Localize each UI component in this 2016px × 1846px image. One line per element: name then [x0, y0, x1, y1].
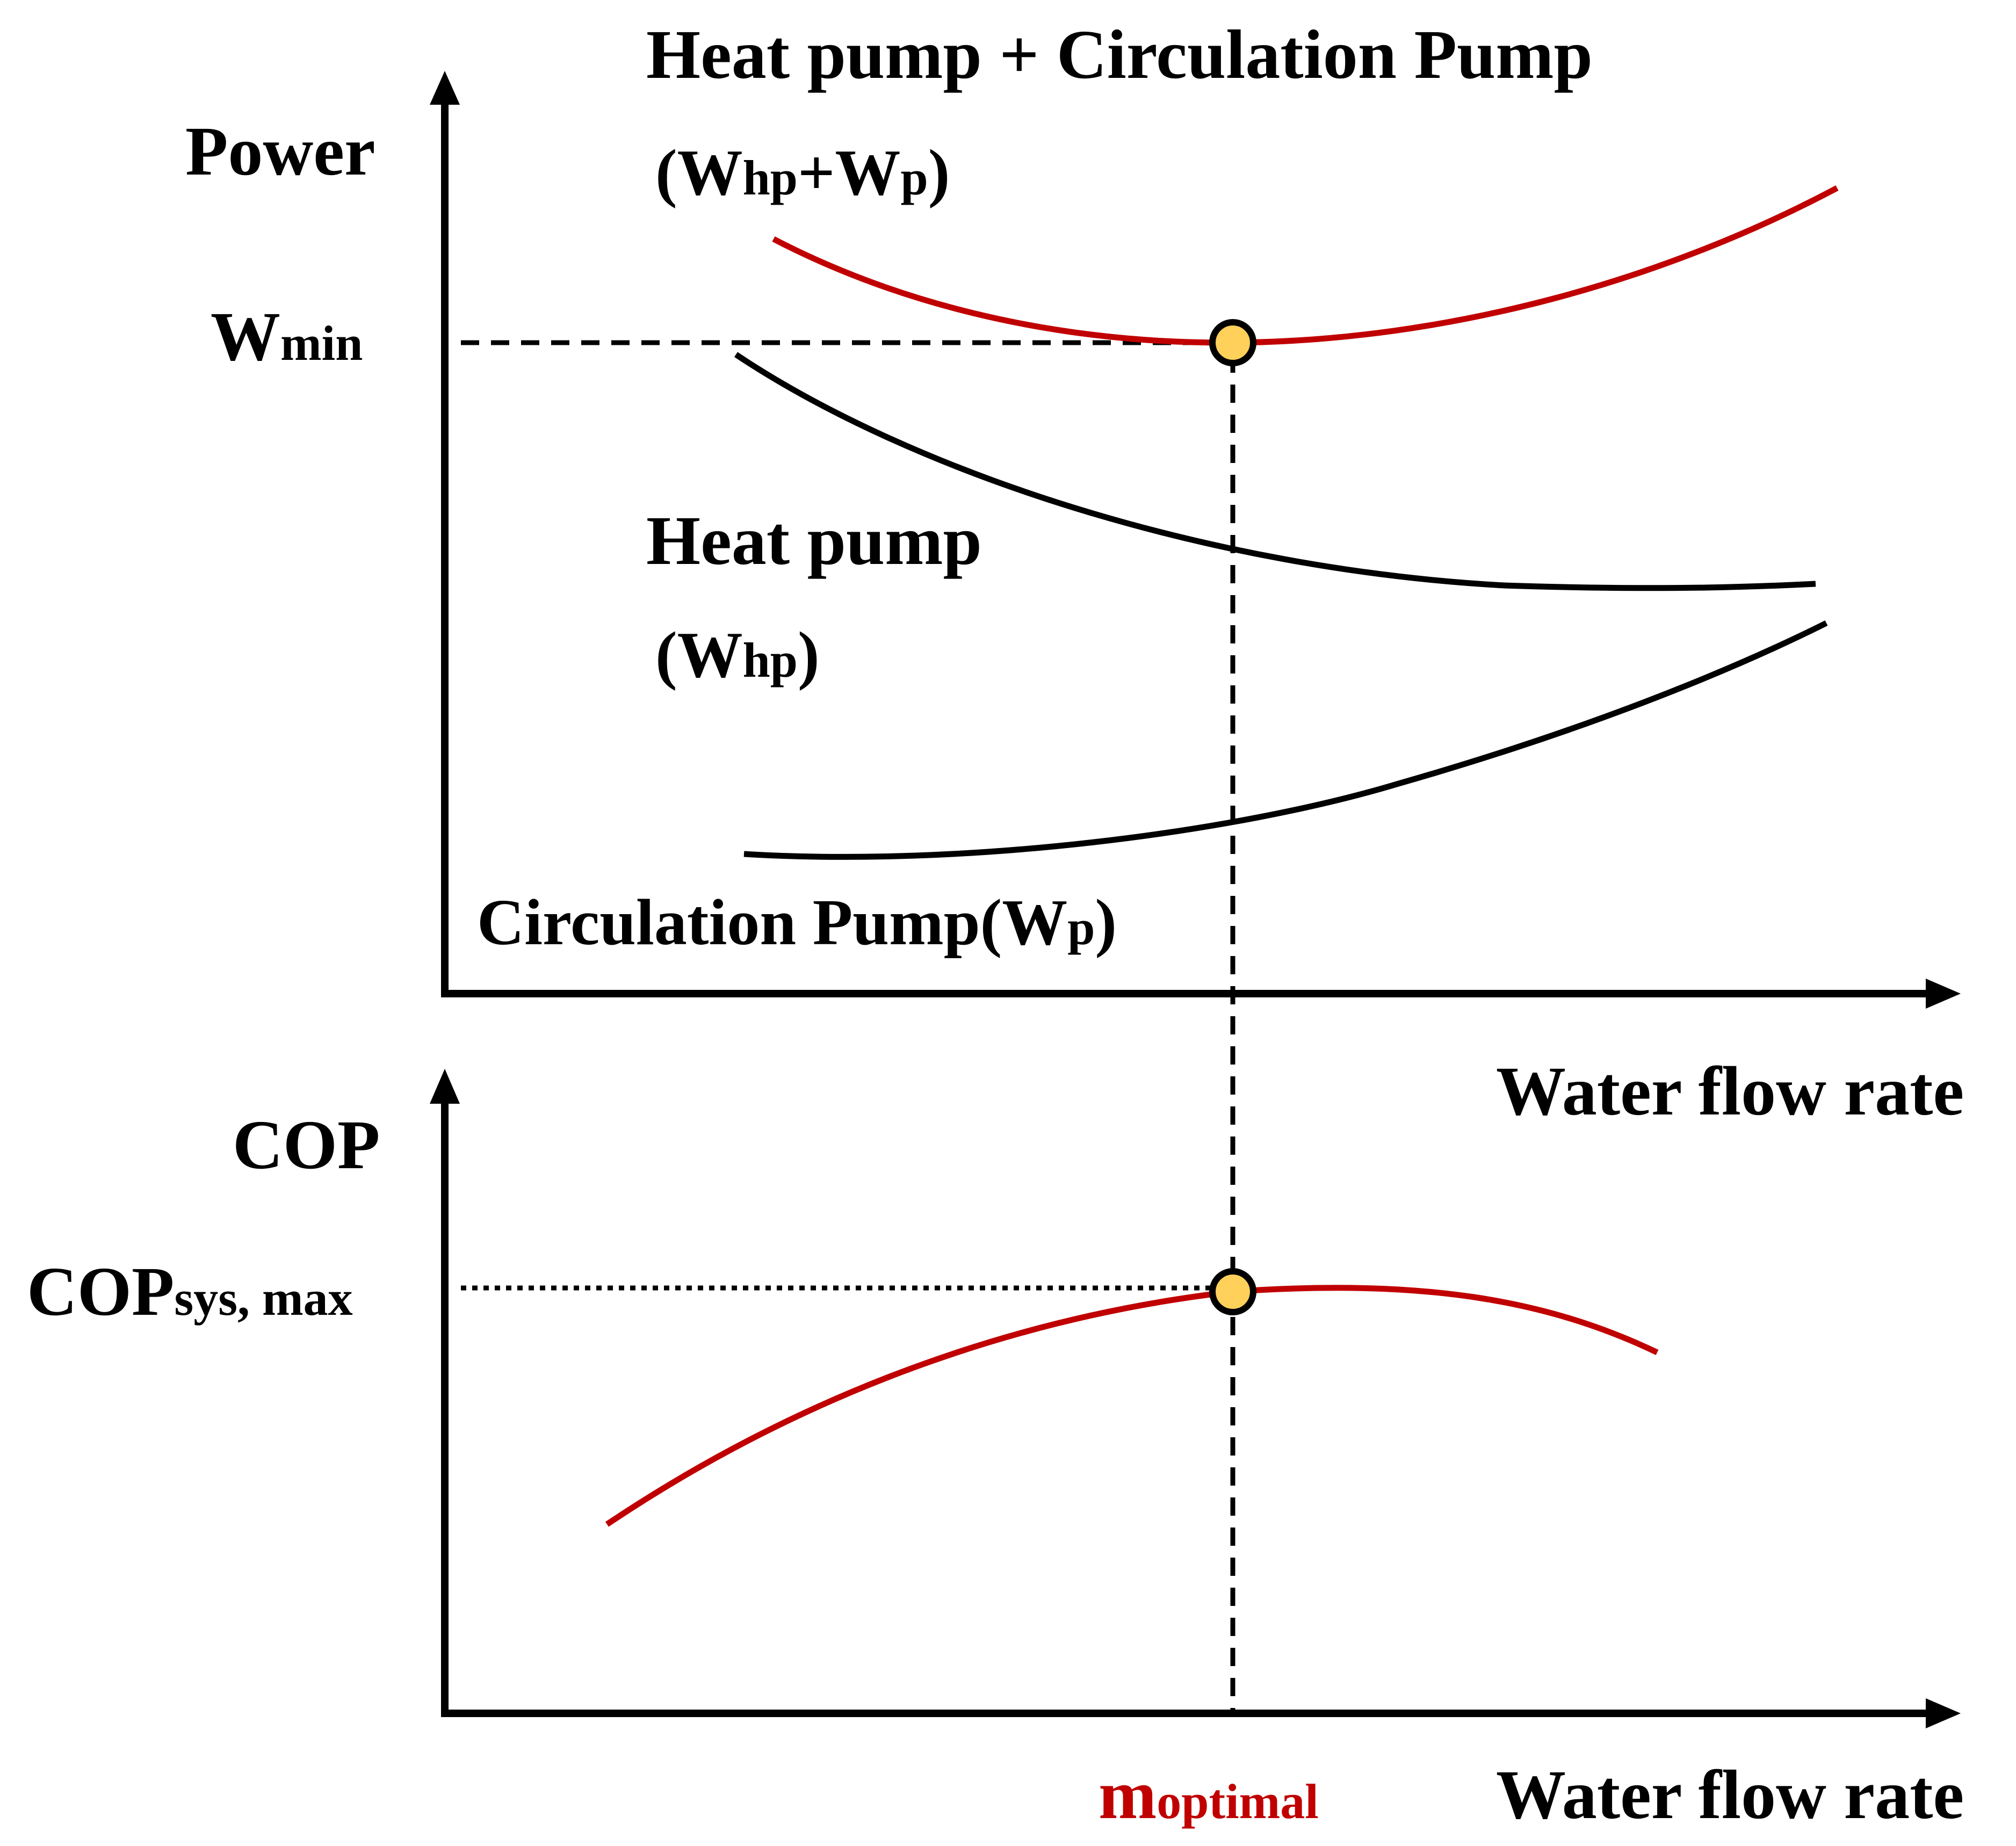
power-chart: Power Wmin Heat pump + Circulation Pump …	[185, 16, 1964, 1130]
wmin-label: Wmin	[211, 298, 363, 375]
heat-pump-symbol: (Whp)	[655, 619, 820, 691]
power-y-axis-arrow	[430, 71, 460, 105]
wmin-optimum-marker	[1209, 319, 1256, 366]
cop-x-axis-arrow	[1926, 1698, 1961, 1728]
m-optimal-label: moptimal	[1099, 1756, 1319, 1834]
combined-power-curve	[772, 185, 1839, 346]
cop-y-axis-arrow	[430, 1069, 460, 1104]
cop-chart: COP COPsys, max moptimal Water flow rate	[27, 1069, 1964, 1834]
heat-pump-title: Heat pump	[646, 502, 982, 580]
cop-y-label: COP	[233, 1106, 380, 1184]
combined-curve-symbol: (Whp+Wp)	[655, 136, 950, 209]
cop-max-optimum-marker	[1209, 1268, 1256, 1315]
cop-x-label: Water flow rate	[1496, 1756, 1964, 1834]
power-x-label: Water flow rate	[1496, 1053, 1964, 1130]
heat-pump-power-curve	[734, 352, 1816, 591]
cop-curve	[605, 1285, 1659, 1527]
power-x-axis-arrow	[1926, 979, 1961, 1009]
circulation-pump-power-curve	[743, 620, 1828, 860]
circulation-pump-label: Circulation Pump(Wp)	[477, 886, 1117, 959]
combined-curve-title: Heat pump + Circulation Pump	[646, 16, 1593, 93]
cop-max-label: COPsys, max	[27, 1253, 353, 1330]
power-y-label: Power	[185, 113, 375, 190]
